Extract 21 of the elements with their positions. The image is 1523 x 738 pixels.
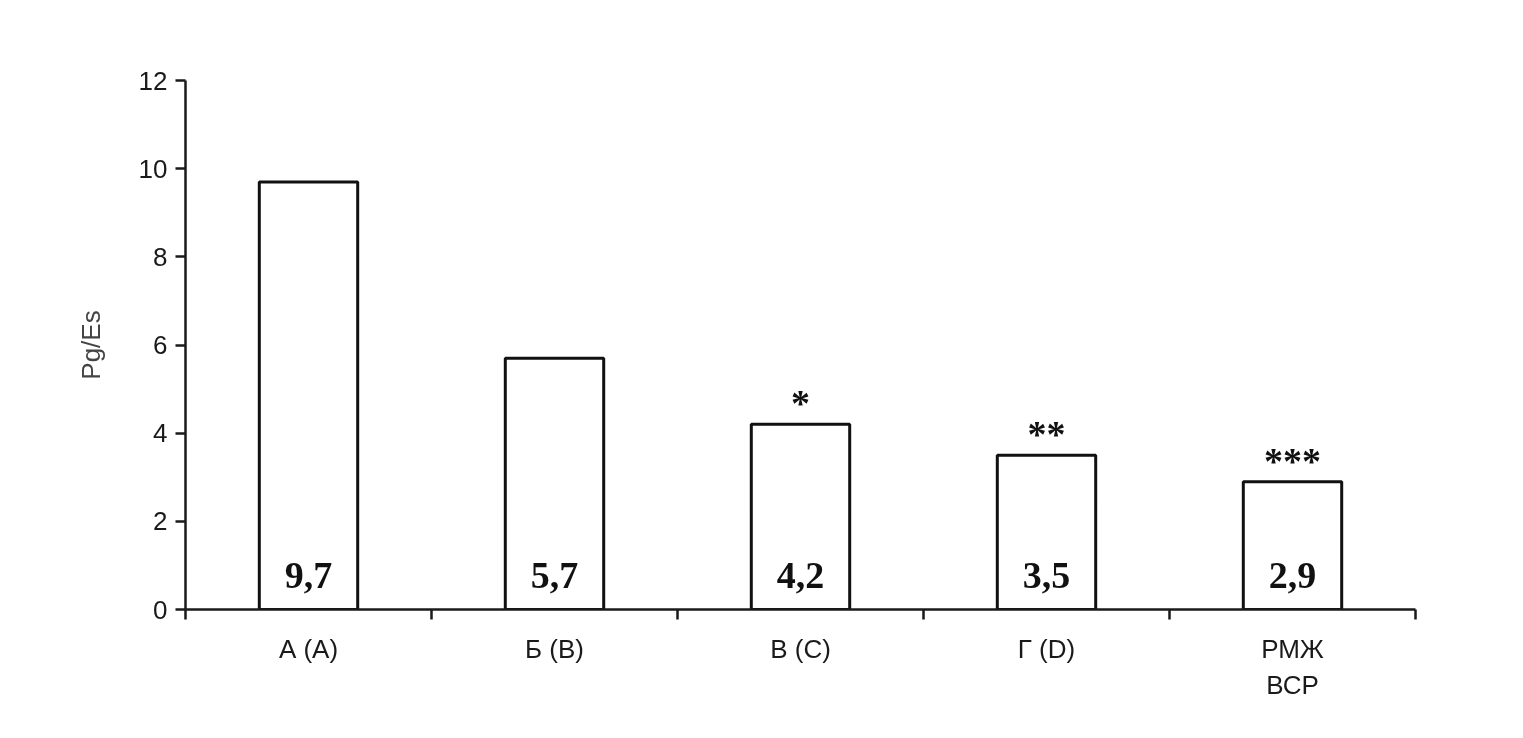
- data-label: 9,7: [284, 553, 333, 596]
- y-axis-title: Pg/Es: [75, 310, 106, 380]
- x-tick-label: Б (B): [525, 633, 584, 664]
- data-label: 5,7: [530, 553, 579, 596]
- y-tick-label: 10: [138, 153, 168, 184]
- annotation: **: [1027, 413, 1066, 456]
- y-tick-label: 6: [153, 330, 168, 360]
- y-tick-label: 4: [153, 418, 168, 449]
- y-tick-label: 0: [153, 594, 168, 625]
- x-tick-label: Г (D): [1017, 633, 1076, 664]
- data-label: 3,5: [1022, 553, 1071, 596]
- y-tick-label: 2: [153, 506, 168, 537]
- x-tick-label: В (C): [770, 633, 831, 664]
- x-tick-label: РМЖ ВСР: [1261, 633, 1324, 700]
- x-tick-label: А (A): [278, 633, 339, 664]
- y-tick-label: 12: [138, 65, 168, 96]
- annotation: *: [791, 382, 810, 425]
- annotation: ***: [1264, 439, 1321, 482]
- y-tick-label: 8: [153, 241, 168, 272]
- data-label: 4,2: [776, 553, 825, 596]
- data-label: 2,9: [1268, 553, 1317, 596]
